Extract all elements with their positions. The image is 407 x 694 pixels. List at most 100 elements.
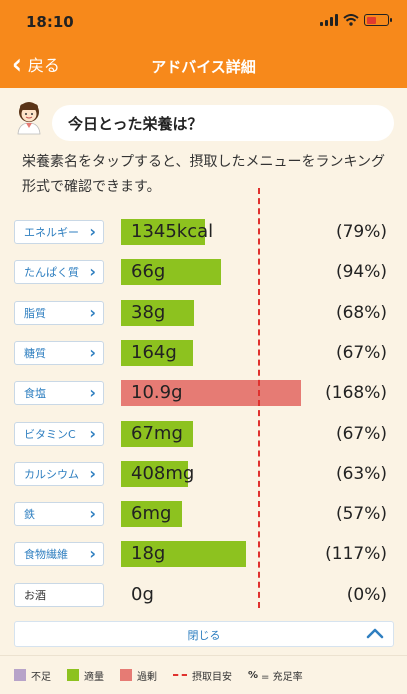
chevron-right-icon: › xyxy=(89,504,96,524)
legend-excess: 過剰 xyxy=(120,668,157,683)
fulfillment-percent: (94%) xyxy=(335,262,387,283)
nutrient-name: 鉄 xyxy=(24,508,35,522)
intake-amount: 0g xyxy=(131,583,154,605)
fulfillment-percent: (67%) xyxy=(335,342,387,363)
wifi-icon xyxy=(343,14,359,26)
close-label: 閉じる xyxy=(187,629,221,642)
fulfillment-percent: (57%) xyxy=(335,504,387,525)
legend-percent-meaning: = 充足率 xyxy=(261,671,303,683)
nutrient-row: お酒 0g (0%) xyxy=(0,581,407,611)
nutrient-name: たんぱく質 xyxy=(24,266,79,280)
intake-amount: 408mg xyxy=(131,462,195,484)
chevron-right-icon: › xyxy=(89,222,96,241)
intake-amount: 67mg xyxy=(131,422,183,444)
nutrient-button[interactable]: カルシウム › xyxy=(14,461,104,486)
nutrient-row: エネルギー › 1345kcal (79%) xyxy=(0,218,407,248)
legend-adequate-label: 適量 xyxy=(84,671,104,683)
legend-shortage-label: 不足 xyxy=(31,671,51,683)
nutrient-row: 食物繊維 › 18g (117%) xyxy=(0,540,407,570)
intake-amount: 6mg xyxy=(131,503,172,525)
legend-target-label: 摂取目安 xyxy=(192,671,232,683)
nutrient-name: 脂質 xyxy=(24,306,46,320)
back-button[interactable]: ‹ 戻る xyxy=(12,47,60,81)
intake-bar xyxy=(121,460,189,487)
chevron-right-icon: › xyxy=(89,383,96,403)
fulfillment-percent: (63%) xyxy=(335,463,387,484)
legend-adequate: 適量 xyxy=(67,668,104,683)
nutrient-row: 糖質 › 164g (67%) xyxy=(0,339,407,369)
legend: 不足 適量 過剰 摂取目安 % = 充足率 xyxy=(0,655,407,694)
battery-icon xyxy=(364,14,392,26)
intake-bar xyxy=(121,380,301,407)
nutrient-button[interactable]: ビタミンC › xyxy=(14,421,104,446)
intake-amount: 164g xyxy=(131,341,177,363)
legend-shortage: 不足 xyxy=(14,668,51,683)
nutrient-button[interactable]: 脂質 › xyxy=(14,300,104,325)
nutrient-button[interactable]: たんぱく質 › xyxy=(14,260,104,285)
intake-amount: 1345kcal xyxy=(131,221,214,242)
intake-amount: 10.9g xyxy=(131,382,183,404)
nutrient-button[interactable]: エネルギー › xyxy=(14,220,104,244)
intake-bar xyxy=(121,541,247,568)
chevron-right-icon: › xyxy=(89,544,96,564)
intake-amount: 38g xyxy=(131,301,166,323)
legend-excess-label: 過剰 xyxy=(137,671,157,683)
nutrient-row: たんぱく質 › 66g (94%) xyxy=(0,258,407,288)
intake-bar xyxy=(121,501,182,528)
nutrient-name: 食塩 xyxy=(24,387,46,401)
legend-percent: % = 充足率 xyxy=(248,668,303,683)
fulfillment-percent: (68%) xyxy=(335,302,387,323)
app-header: 18:10 ‹ 戻る アドバイス詳細 xyxy=(0,0,407,88)
chevron-right-icon: › xyxy=(89,342,96,362)
nutrient-button[interactable]: 鉄 › xyxy=(14,502,104,527)
fulfillment-percent: (79%) xyxy=(335,222,387,242)
back-label: 戻る xyxy=(27,56,60,75)
nutrient-row: ビタミンC › 67mg (67%) xyxy=(0,420,407,450)
nutrient-row: 鉄 › 6mg (57%) xyxy=(0,500,407,530)
nutrient-name: カルシウム xyxy=(24,467,79,481)
fulfillment-percent: (0%) xyxy=(346,584,387,605)
nutrient-name: エネルギー xyxy=(24,226,79,239)
fulfillment-percent: (67%) xyxy=(335,423,387,444)
intake-bar xyxy=(121,259,222,286)
chevron-right-icon: › xyxy=(89,302,96,322)
intake-target-line xyxy=(258,188,260,608)
nutritionist-avatar-icon xyxy=(17,102,41,135)
chevron-right-icon: › xyxy=(89,262,96,282)
fulfillment-percent: (168%) xyxy=(325,383,387,404)
legend-excess-swatch xyxy=(120,669,132,681)
nutrient-row: 食塩 › 10.9g (168%) xyxy=(0,379,407,409)
chevron-up-icon xyxy=(366,628,384,639)
intake-bar xyxy=(121,339,193,366)
intake-bar xyxy=(121,299,194,326)
chevron-right-icon: › xyxy=(89,423,96,443)
status-time: 18:10 xyxy=(26,13,74,31)
question-bubble: 今日とった栄養は？ xyxy=(52,105,394,141)
close-button[interactable]: 閉じる xyxy=(14,621,394,647)
intake-bar xyxy=(121,420,193,447)
nutrient-name: ビタミンC xyxy=(24,427,76,441)
legend-target: 摂取目安 xyxy=(173,668,232,683)
question-text: 今日とった栄養は？ xyxy=(68,114,203,133)
nutrient-button[interactable]: 食塩 › xyxy=(14,381,104,406)
intake-amount: 18g xyxy=(131,543,166,565)
fulfillment-percent: (117%) xyxy=(325,544,387,565)
nutrient-button[interactable]: 食物繊維 › xyxy=(14,542,104,567)
legend-adequate-swatch xyxy=(67,669,79,681)
nutrient-button[interactable]: 糖質 › xyxy=(14,340,104,365)
legend-percent-symbol: % xyxy=(248,669,259,681)
nutrient-name: 食物繊維 xyxy=(24,548,68,562)
intake-amount: 66g xyxy=(131,261,166,283)
nutrient-row: 脂質 › 38g (68%) xyxy=(0,299,407,329)
status-icons xyxy=(320,14,392,26)
legend-shortage-swatch xyxy=(14,669,26,681)
chevron-left-icon: ‹ xyxy=(12,47,22,81)
page-title: アドバイス詳細 xyxy=(151,58,256,76)
intake-bar xyxy=(121,219,206,245)
chevron-right-icon: › xyxy=(89,463,96,483)
cellular-signal-icon xyxy=(320,14,338,26)
nutrient-name: 糖質 xyxy=(24,346,46,360)
instruction-text: 栄養素名をタップすると、摂取したメニューをランキング形式で確認できます。 xyxy=(22,154,386,195)
nutrient-row: カルシウム › 408mg (63%) xyxy=(0,460,407,490)
advice-content: 今日とった栄養は？ 栄養素名をタップすると、摂取したメニューをランキング形式で確… xyxy=(0,88,407,655)
